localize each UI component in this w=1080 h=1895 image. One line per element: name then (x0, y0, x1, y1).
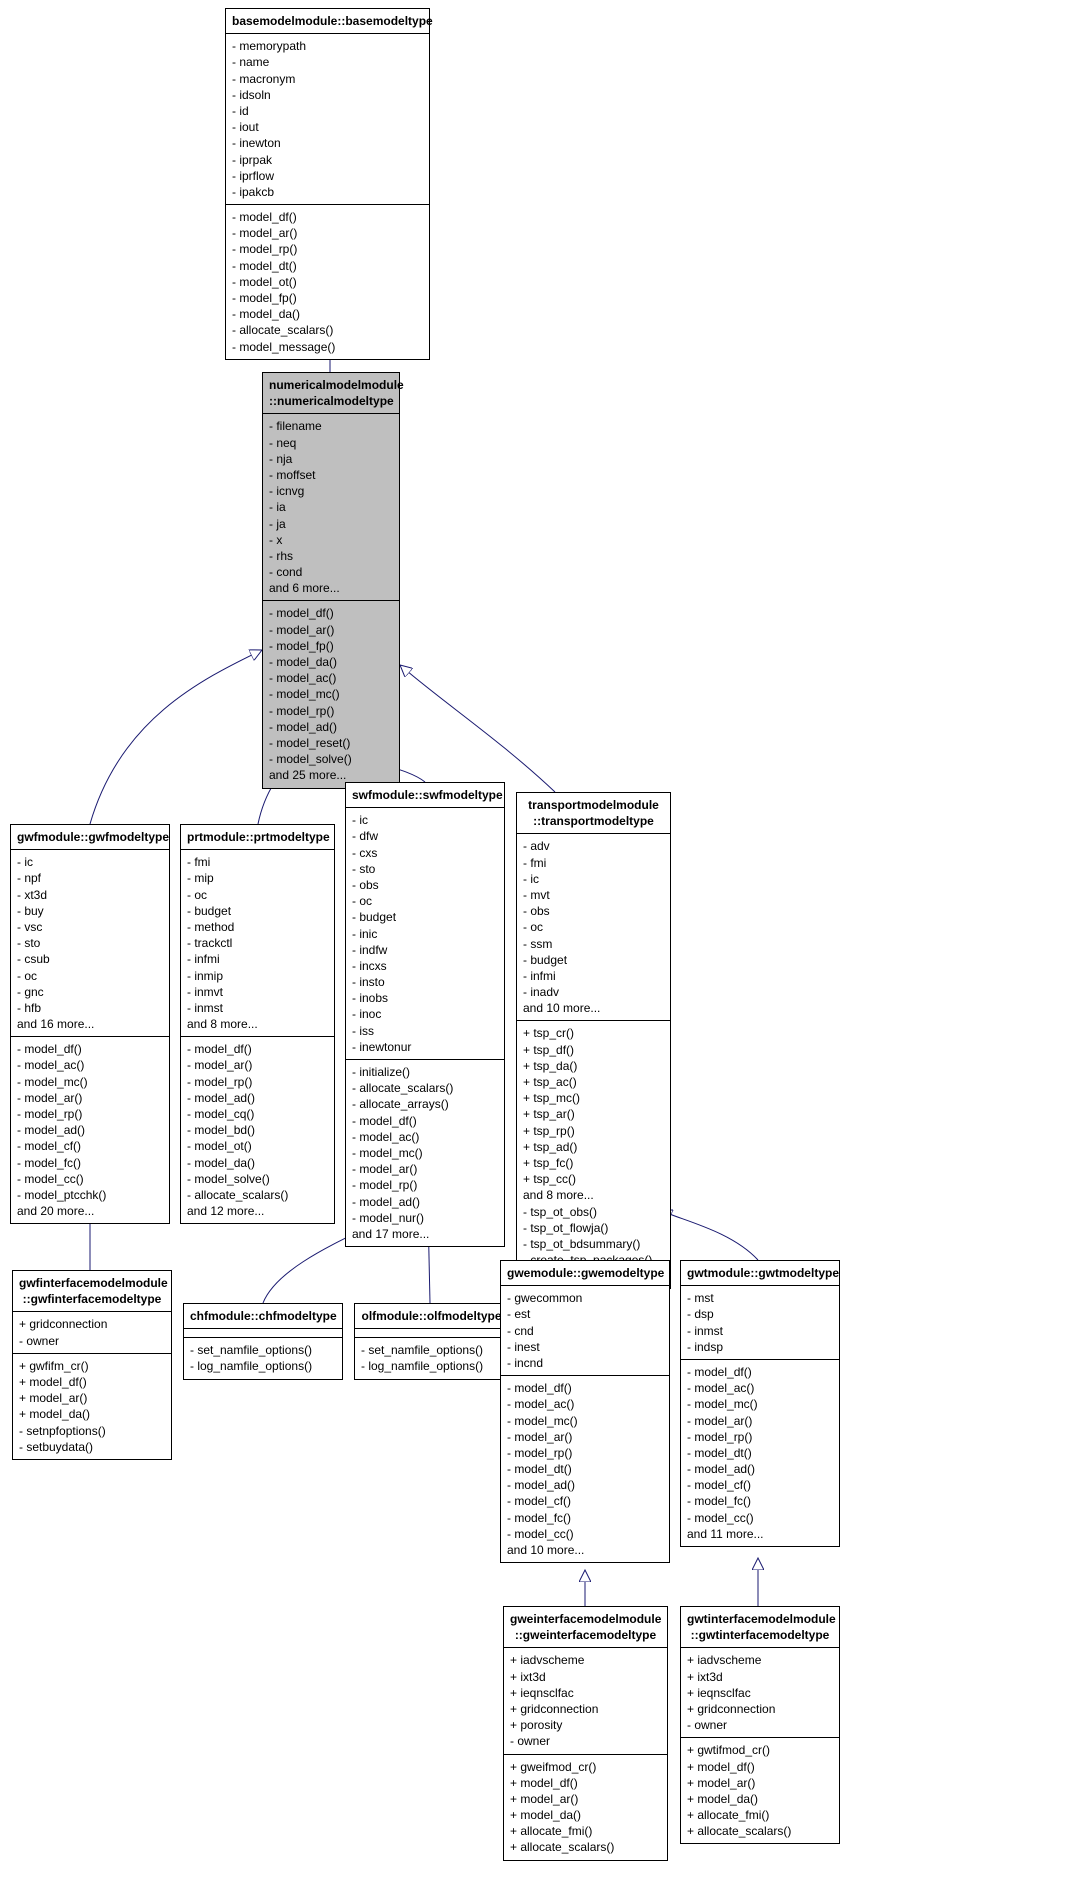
class-title: gwfinterfacemodelmodule ::gwfinterfacemo… (13, 1271, 171, 1312)
class-box-gwf: gwfmodule::gwfmodeltype- ic - npf - xt3d… (10, 824, 170, 1224)
class-title: chfmodule::chfmodeltype (184, 1304, 342, 1329)
class-methods: - model_df() - model_ar() - model_fp() -… (263, 601, 399, 787)
class-attributes (355, 1329, 508, 1338)
class-title: swfmodule::swfmodeltype (346, 783, 504, 808)
class-title: prtmodule::prtmodeltype (181, 825, 334, 850)
class-attributes: - gwecommon - est - cnd - inest - incnd (501, 1286, 669, 1376)
class-title: olfmodule::olfmodeltype (355, 1304, 508, 1329)
class-methods: + gwtifmod_cr() + model_df() + model_ar(… (681, 1738, 839, 1843)
class-methods: - initialize() - allocate_scalars() - al… (346, 1060, 504, 1246)
class-box-chf: chfmodule::chfmodeltype- set_namfile_opt… (183, 1303, 343, 1380)
class-attributes: + iadvscheme + ixt3d + ieqnsclfac + grid… (681, 1648, 839, 1738)
class-title: gwemodule::gwemodeltype (501, 1261, 669, 1286)
class-title: transportmodelmodule ::transportmodeltyp… (517, 793, 670, 834)
class-attributes: - memorypath - name - macronym - idsoln … (226, 34, 429, 205)
inheritance-edge (660, 1210, 758, 1260)
class-title: gwtmodule::gwtmodeltype (681, 1261, 839, 1286)
class-box-gweif: gweinterfacemodelmodule ::gweinterfacemo… (503, 1606, 668, 1861)
inheritance-edge (400, 665, 555, 792)
class-box-numerical: numericalmodelmodule ::numericalmodeltyp… (262, 372, 400, 789)
class-attributes: - fmi - mip - oc - budget - method - tra… (181, 850, 334, 1037)
class-methods: + gweifmod_cr() + model_df() + model_ar(… (504, 1755, 667, 1860)
class-box-transport: transportmodelmodule ::transportmodeltyp… (516, 792, 671, 1289)
class-box-base: basemodelmodule::basemodeltype- memorypa… (225, 8, 430, 360)
class-title: numericalmodelmodule ::numericalmodeltyp… (263, 373, 399, 414)
class-attributes: - adv - fmi - ic - mvt - obs - oc - ssm … (517, 834, 670, 1021)
class-box-gwtif: gwtinterfacemodelmodule ::gwtinterfacemo… (680, 1606, 840, 1844)
class-box-gwfif: gwfinterfacemodelmodule ::gwfinterfacemo… (12, 1270, 172, 1460)
class-box-prt: prtmodule::prtmodeltype- fmi - mip - oc … (180, 824, 335, 1224)
class-methods: - set_namfile_options() - log_namfile_op… (355, 1338, 508, 1378)
class-methods: - model_df() - model_ac() - model_mc() -… (11, 1037, 169, 1223)
class-attributes: - mst - dsp - inmst - indsp (681, 1286, 839, 1360)
class-box-swf: swfmodule::swfmodeltype- ic - dfw - cxs … (345, 782, 505, 1247)
class-box-olf: olfmodule::olfmodeltype- set_namfile_opt… (354, 1303, 509, 1380)
class-attributes: + iadvscheme + ixt3d + ieqnsclfac + grid… (504, 1648, 667, 1754)
class-title: gweinterfacemodelmodule ::gweinterfacemo… (504, 1607, 667, 1648)
class-attributes: + gridconnection - owner (13, 1312, 171, 1353)
class-box-gwt: gwtmodule::gwtmodeltype- mst - dsp - inm… (680, 1260, 840, 1547)
class-title: basemodelmodule::basemodeltype (226, 9, 429, 34)
inheritance-edge (90, 650, 262, 824)
class-methods: - model_df() - model_ar() - model_rp() -… (226, 205, 429, 359)
class-title: gwtinterfacemodelmodule ::gwtinterfacemo… (681, 1607, 839, 1648)
class-methods: - model_df() - model_ar() - model_rp() -… (181, 1037, 334, 1223)
class-box-gwe: gwemodule::gwemodeltype- gwecommon - est… (500, 1260, 670, 1563)
class-attributes: - ic - dfw - cxs - sto - obs - oc - budg… (346, 808, 504, 1060)
class-attributes (184, 1329, 342, 1338)
class-attributes: - ic - npf - xt3d - buy - vsc - sto - cs… (11, 850, 169, 1037)
class-methods: - model_df() - model_ac() - model_mc() -… (501, 1376, 669, 1562)
class-title: gwfmodule::gwfmodeltype (11, 825, 169, 850)
class-methods: + tsp_cr() + tsp_df() + tsp_da() + tsp_a… (517, 1021, 670, 1288)
class-attributes: - filename - neq - nja - moffset - icnvg… (263, 414, 399, 601)
class-methods: - model_df() - model_ac() - model_mc() -… (681, 1360, 839, 1546)
class-methods: + gwfifm_cr() + model_df() + model_ar() … (13, 1354, 171, 1459)
class-methods: - set_namfile_options() - log_namfile_op… (184, 1338, 342, 1378)
uml-diagram-canvas: basemodelmodule::basemodeltype- memorypa… (0, 0, 1080, 1895)
